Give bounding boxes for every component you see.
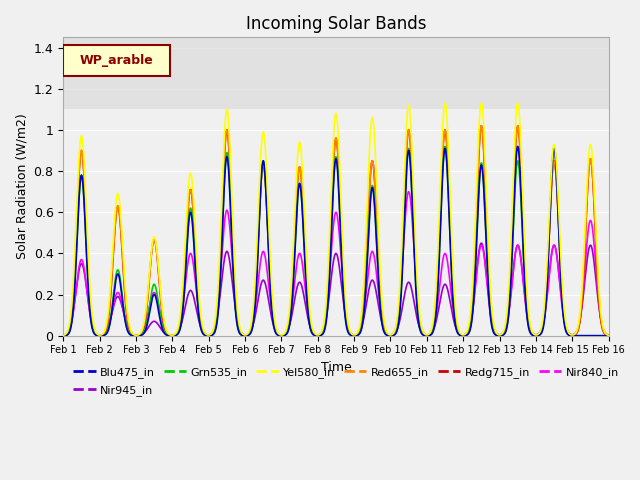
X-axis label: Time: Time <box>321 361 351 374</box>
Title: Incoming Solar Bands: Incoming Solar Bands <box>246 15 426 33</box>
Bar <box>63 37 609 109</box>
FancyBboxPatch shape <box>63 45 170 76</box>
Y-axis label: Solar Radiation (W/m2): Solar Radiation (W/m2) <box>15 114 28 259</box>
Legend: Nir945_in: Nir945_in <box>69 381 157 400</box>
Text: WP_arable: WP_arable <box>80 54 154 67</box>
